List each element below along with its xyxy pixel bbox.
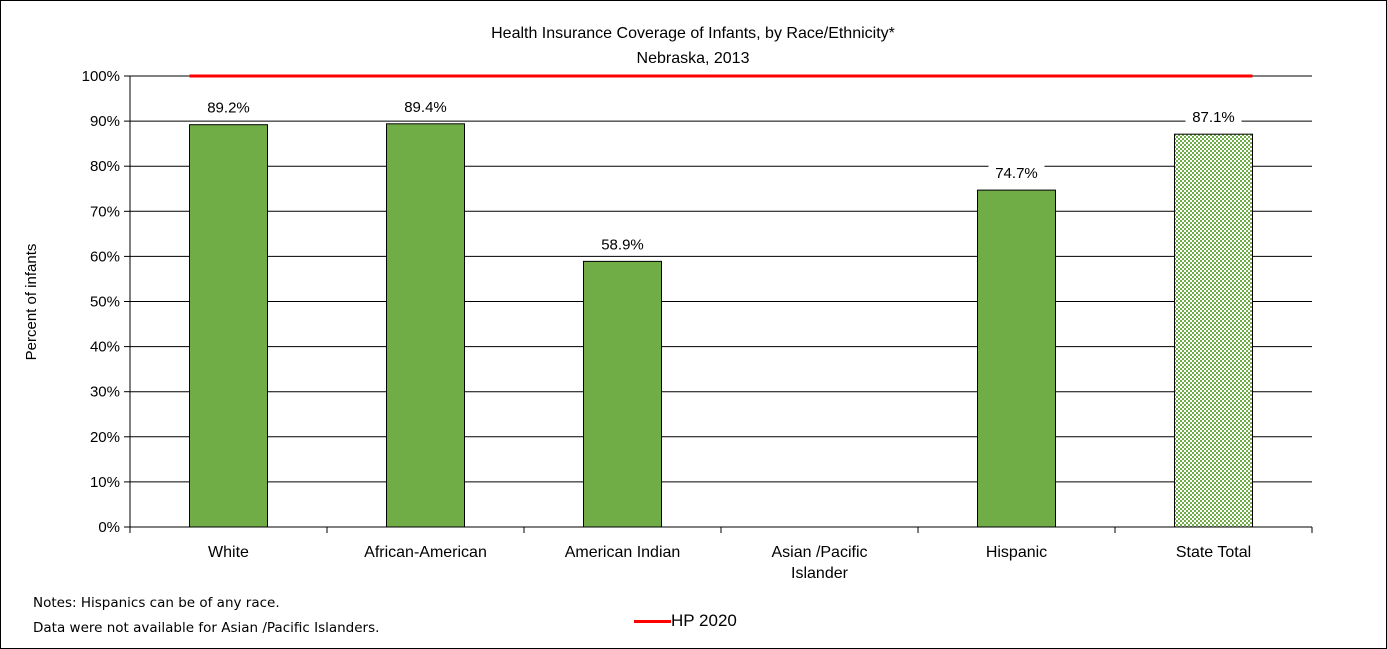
data-labels: 89.2% 89.4% 58.9% 74.7% 87.1% bbox=[200, 96, 1242, 255]
note-asian-pacific: Data were not available for Asian /Pacif… bbox=[33, 620, 380, 636]
chart-title: Health Insurance Coverage of Infants, by… bbox=[491, 25, 895, 42]
y-tick-label-3: 30% bbox=[90, 384, 120, 401]
x-category-label-5: State Total bbox=[1176, 544, 1251, 561]
bar-1 bbox=[386, 123, 465, 528]
data-label-4: 74.7% bbox=[995, 165, 1038, 182]
gridlines bbox=[130, 75, 1312, 483]
y-tick-label-10: 100% bbox=[82, 68, 120, 85]
x-category-label-3: Asian /Pacific Islander bbox=[771, 544, 867, 582]
data-label-0: 89.2% bbox=[207, 100, 250, 117]
data-label-bg-2 bbox=[594, 234, 651, 255]
y-tick-label-6: 60% bbox=[90, 248, 120, 265]
x-category-label-2: American Indian bbox=[565, 544, 681, 561]
chart-subtitle: Nebraska, 2013 bbox=[637, 50, 750, 67]
data-label-2: 58.9% bbox=[601, 236, 644, 253]
bar-0 bbox=[189, 124, 268, 528]
data-label-1: 89.4% bbox=[404, 99, 447, 116]
y-tick-label-2: 20% bbox=[90, 429, 120, 446]
y-tick-label-9: 90% bbox=[90, 113, 120, 130]
data-label-bg-4 bbox=[988, 163, 1045, 184]
legend: HP 2020 bbox=[634, 611, 737, 631]
x-category-label-0: White bbox=[208, 544, 249, 561]
data-label-5: 87.1% bbox=[1192, 109, 1235, 126]
bar-5 bbox=[1174, 133, 1253, 528]
legend-hp2020-line bbox=[634, 619, 671, 623]
bars bbox=[189, 123, 1253, 528]
y-tick-label-8: 80% bbox=[90, 158, 120, 175]
data-label-bg-1 bbox=[397, 96, 454, 117]
bar-2 bbox=[583, 260, 662, 528]
y-tick-label-5: 50% bbox=[90, 294, 120, 311]
y-tick-label-1: 10% bbox=[90, 474, 120, 491]
y-tick-label-7: 70% bbox=[90, 203, 120, 220]
y-tick-label-0: 0% bbox=[98, 519, 120, 536]
y-axis-label: Percent of infants bbox=[23, 244, 40, 361]
bar-4 bbox=[977, 189, 1056, 528]
data-label-bg-0 bbox=[200, 97, 257, 118]
x-category-label-4: Hispanic bbox=[986, 544, 1047, 561]
legend-hp2020-label: HP 2020 bbox=[671, 611, 737, 630]
x-category-label-1: African-American bbox=[364, 544, 487, 561]
axes: 0% 10% 20% 30% 40% 50% 60% 70% 80% 90% 100% White Af… bbox=[82, 68, 1313, 582]
y-tick-label-4: 40% bbox=[90, 339, 120, 356]
data-label-bg-5 bbox=[1185, 107, 1242, 128]
note-hispanics: Notes: Hispanics can be of any race. bbox=[33, 595, 280, 611]
